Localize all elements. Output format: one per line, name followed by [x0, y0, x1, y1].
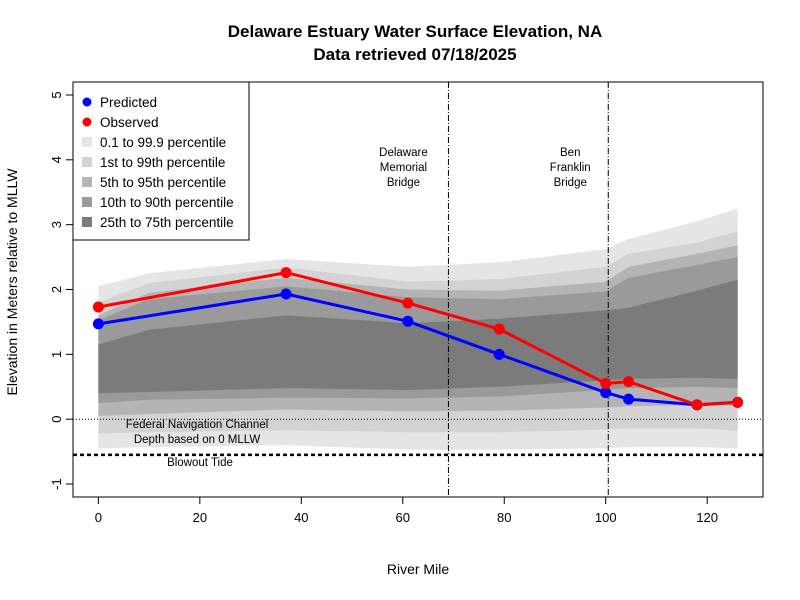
y-tick-label-4: 2 — [49, 286, 64, 293]
series-layer — [92, 267, 744, 411]
legend-swatch-6 — [82, 197, 92, 207]
chart-title: Delaware Estuary Water Surface Elevation… — [228, 22, 602, 41]
bridge-label-2-line-2: Franklin — [550, 162, 591, 174]
x-tick-label-1: 0 — [95, 510, 102, 525]
data-point-predicted-6 — [623, 393, 635, 405]
y-tick-label-6: 4 — [49, 156, 64, 163]
y-tick-label-3: 1 — [49, 351, 64, 358]
legend-label-5: 5th to 95th percentile — [100, 175, 226, 190]
data-point-observed-2 — [280, 267, 292, 279]
legend-marker-1 — [82, 97, 92, 107]
series-line-observed — [98, 271, 738, 407]
bridge-label-1-line-3: Bridge — [387, 177, 420, 189]
data-point-observed-6 — [623, 376, 635, 388]
legend-marker-2 — [82, 117, 92, 127]
annotations: Delaware Memorial Bridge Ben Franklin Bridge F… — [126, 147, 591, 469]
legend-swatch-3 — [82, 137, 92, 147]
axes: 0 20 40 60 80 100 120 -1 0 1 2 3 4 5 — [49, 81, 764, 525]
data-point-observed-8 — [732, 396, 744, 408]
data-point-predicted-5 — [600, 387, 612, 399]
y-tick-label-7: 5 — [49, 91, 64, 98]
data-point-predicted-2 — [280, 288, 292, 300]
bridge-label-2-line-3: Bridge — [554, 177, 587, 189]
chart-subtitle: Data retrieved 07/18/2025 — [313, 45, 516, 64]
y-tick-label-2: 0 — [49, 416, 64, 423]
data-point-observed-4 — [493, 323, 505, 335]
y-tick-label-5: 3 — [49, 221, 64, 228]
legend-swatch-4 — [82, 157, 92, 167]
x-tick-label-4: 60 — [396, 510, 410, 525]
legend-label-7: 25th to 75th percentile — [100, 215, 234, 230]
blowout-tide-label: Blowout Tide — [167, 457, 233, 469]
x-tick-label-3: 40 — [294, 510, 308, 525]
x-axis-label: River Mile — [387, 561, 449, 577]
data-point-predicted-1 — [92, 318, 104, 330]
y-tick-label-1: -1 — [49, 478, 64, 490]
y-axis-label: Elevation in Meters relative to MLLW — [4, 168, 20, 396]
legend-label-2: Observed — [100, 115, 159, 130]
x-tick-label-7: 120 — [696, 510, 718, 525]
legend-label-6: 10th to 90th percentile — [100, 195, 234, 210]
reference-lines — [73, 82, 763, 497]
legend-label-1: Predicted — [100, 95, 157, 110]
legend-swatch-5 — [82, 177, 92, 187]
x-tick-label-5: 80 — [497, 510, 511, 525]
legend-swatch-7 — [82, 217, 92, 227]
legend-label-4: 1st to 99th percentile — [100, 155, 225, 170]
channel-annotation-line-1: Federal Navigation Channel — [126, 419, 269, 431]
x-tick-label-2: 20 — [193, 510, 207, 525]
legend-label-3: 0.1 to 99.9 percentile — [100, 135, 226, 150]
percentile-bands — [98, 208, 738, 450]
bridge-label-2-line-1: Ben — [560, 147, 580, 159]
data-point-predicted-4 — [493, 348, 505, 360]
x-tick-label-6: 100 — [595, 510, 617, 525]
bridge-label-1-line-2: Memorial — [380, 162, 427, 174]
data-point-observed-5 — [600, 378, 612, 390]
legend: Predicted Observed 0.1 to 99.9 percentile 1… — [72, 81, 250, 241]
channel-annotation-line-2: Depth based on 0 MLLW — [134, 434, 261, 446]
data-point-predicted-3 — [402, 315, 414, 327]
series-line-predicted — [98, 292, 738, 407]
percentile-band-5 — [98, 279, 738, 394]
legend-box — [72, 81, 250, 241]
data-point-observed-7 — [691, 399, 703, 411]
data-point-observed-3 — [402, 297, 414, 309]
data-point-observed-1 — [92, 301, 104, 313]
bridge-label-1-line-1: Delaware — [379, 147, 428, 159]
